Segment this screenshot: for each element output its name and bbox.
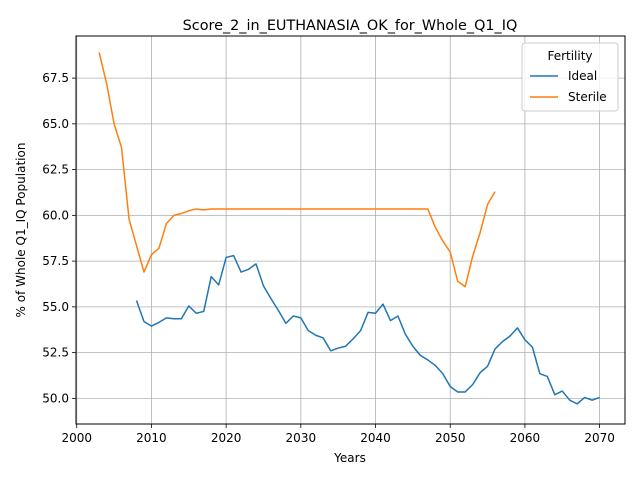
series-line-sterile [98,52,496,288]
series-layer [98,52,600,405]
x-axis-title: Years [333,451,366,465]
y-tick-label: 55.0 [42,300,69,314]
legend-box [521,42,619,112]
y-tick-label: 65.0 [42,117,69,131]
chart-title: Score_2_in_EUTHANASIA_OK_for_Whole_Q1_IQ [183,18,518,34]
x-tick-label: 2000 [61,431,92,445]
y-tick-label: 67.5 [42,71,69,85]
x-tick-label: 2050 [435,431,466,445]
legend-label-sterile: Sterile [568,90,607,104]
x-tick-label: 2040 [360,431,391,445]
y-tick-label: 50.0 [42,391,69,405]
y-tick-label: 62.5 [42,163,69,177]
x-tick-label: 2030 [286,431,317,445]
y-axis-title: % of Whole Q1_IQ Population [14,143,28,318]
x-tick-label: 2010 [136,431,167,445]
y-axis-ticks: 50.0 52.5 55.0 57.5 60.0 62.5 65.0 67.5 [42,71,76,405]
y-tick-label: 52.5 [42,346,69,360]
y-tick-label: 60.0 [42,208,69,222]
y-tick-label: 57.5 [42,254,69,268]
x-axis-ticks: 2000 2010 2020 2030 2040 2050 2060 2070 [61,424,615,445]
series-line-ideal [135,254,600,405]
plot-frame [75,35,626,425]
legend-label-ideal: Ideal [568,69,597,83]
legend-title: Fertility [547,49,592,63]
x-tick-label: 2070 [584,431,615,445]
x-tick-label: 2020 [211,431,242,445]
legend: Fertility Ideal Sterile [521,42,619,112]
x-tick-label: 2060 [510,431,541,445]
